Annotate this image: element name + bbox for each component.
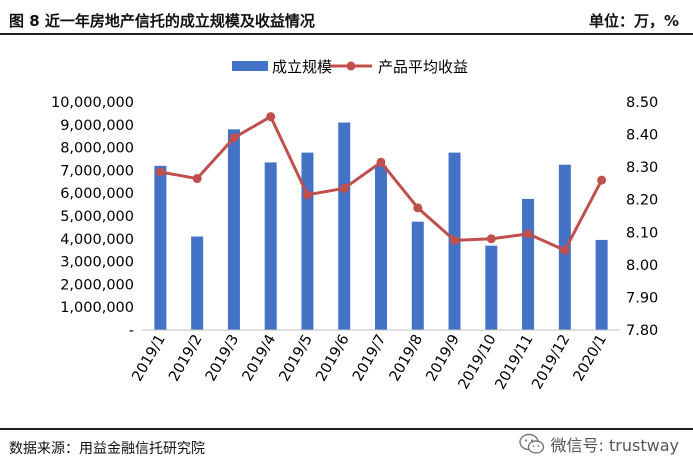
line-point — [560, 245, 570, 255]
y-left-tick-label: 1,000,000 — [60, 300, 134, 316]
watermark: 微信号: trustway — [518, 430, 679, 458]
y-axis-right: 7.80 7.90 8.00 8.10 8.20 8.30 8.40 8.50 — [626, 95, 658, 339]
x-tick-label: 2020/1 — [571, 332, 610, 384]
x-tick-label: 2019/7 — [350, 332, 389, 384]
bar — [522, 198, 535, 330]
x-tick-label: 2019/2 — [166, 332, 205, 384]
x-tick-label: 2019/3 — [203, 332, 242, 384]
bar-series — [154, 122, 608, 331]
legend-marker — [346, 61, 356, 71]
line-point — [229, 133, 239, 143]
wechat-icon — [518, 433, 544, 454]
top-rule — [0, 33, 693, 35]
y-left-tick-label: 9,000,000 — [60, 118, 134, 134]
line-point — [192, 174, 202, 184]
x-tick-label: 2019/1 — [129, 332, 168, 384]
legend-swatch-bar — [232, 61, 268, 71]
x-tick-label: 2019/8 — [387, 332, 426, 384]
bar — [301, 152, 314, 330]
bar — [191, 236, 204, 330]
line-point — [523, 229, 533, 239]
x-tick-label: 2019/4 — [240, 332, 279, 384]
bar — [485, 245, 498, 330]
y-right-tick-label: 8.10 — [626, 225, 658, 241]
line-point — [413, 203, 423, 213]
y-right-tick-label: 7.90 — [626, 290, 658, 306]
y-left-tick-label: 4,000,000 — [60, 232, 134, 248]
x-tick-label: 2019/9 — [424, 332, 463, 384]
y-left-tick-label: 8,000,000 — [60, 141, 134, 157]
figure-title: 图 8 近一年房地产信托的成立规模及收益情况 — [9, 12, 315, 30]
bar — [411, 221, 424, 330]
y-left-tick-label: - — [129, 323, 134, 339]
source-note: 数据来源：用益金融信托研究院 — [9, 441, 205, 457]
y-left-tick-label: 5,000,000 — [60, 209, 134, 225]
figure-header: 图 8 近一年房地产信托的成立规模及收益情况 单位：万，% — [0, 0, 693, 36]
line-series — [155, 112, 607, 255]
x-tick-label: 2019/5 — [277, 332, 316, 384]
y-left-tick-label: 2,000,000 — [60, 277, 134, 293]
chart: 成立规模 产品平均收益 - 1,000,000 2,000,000 3,000,000 4,… — [51, 58, 658, 392]
y-right-tick-label: 8.20 — [626, 193, 658, 209]
bar — [375, 165, 387, 330]
line-point — [266, 112, 276, 122]
y-right-tick-label: 8.30 — [626, 160, 658, 176]
y-left-tick-label: 7,000,000 — [60, 163, 134, 179]
legend-label-line: 产品平均收益 — [378, 58, 468, 76]
bar — [227, 129, 240, 330]
y-left-tick-label: 6,000,000 — [60, 186, 134, 202]
line-point — [376, 157, 386, 167]
x-axis: 2019/12019/22019/32019/42019/52019/62019… — [129, 332, 610, 392]
x-tick-label: 2019/6 — [313, 332, 352, 384]
legend-label-bar: 成立规模 — [272, 58, 332, 76]
bar — [595, 239, 608, 330]
bottom-rule — [0, 428, 693, 430]
y-right-tick-label: 7.80 — [626, 323, 658, 339]
line-point — [155, 167, 165, 177]
y-right-tick-label: 8.50 — [626, 95, 658, 111]
bar — [264, 162, 277, 330]
line-point — [486, 234, 496, 244]
y-left-tick-label: 10,000,000 — [51, 95, 134, 111]
line-point — [450, 235, 460, 245]
bar — [154, 165, 167, 330]
unit-label: 单位：万，% — [588, 12, 679, 30]
y-right-tick-label: 8.00 — [626, 258, 658, 274]
y-axis-left: - 1,000,000 2,000,000 3,000,000 4,000,000 5,0… — [51, 95, 134, 339]
y-right-tick-label: 8.40 — [626, 128, 658, 144]
bar — [338, 122, 351, 331]
line-point — [302, 190, 312, 200]
legend: 成立规模 产品平均收益 — [232, 58, 468, 76]
line-point — [339, 183, 349, 193]
watermark-text: 微信号: trustway — [550, 436, 679, 455]
y-left-tick-label: 3,000,000 — [60, 255, 134, 271]
line-point — [597, 175, 607, 185]
